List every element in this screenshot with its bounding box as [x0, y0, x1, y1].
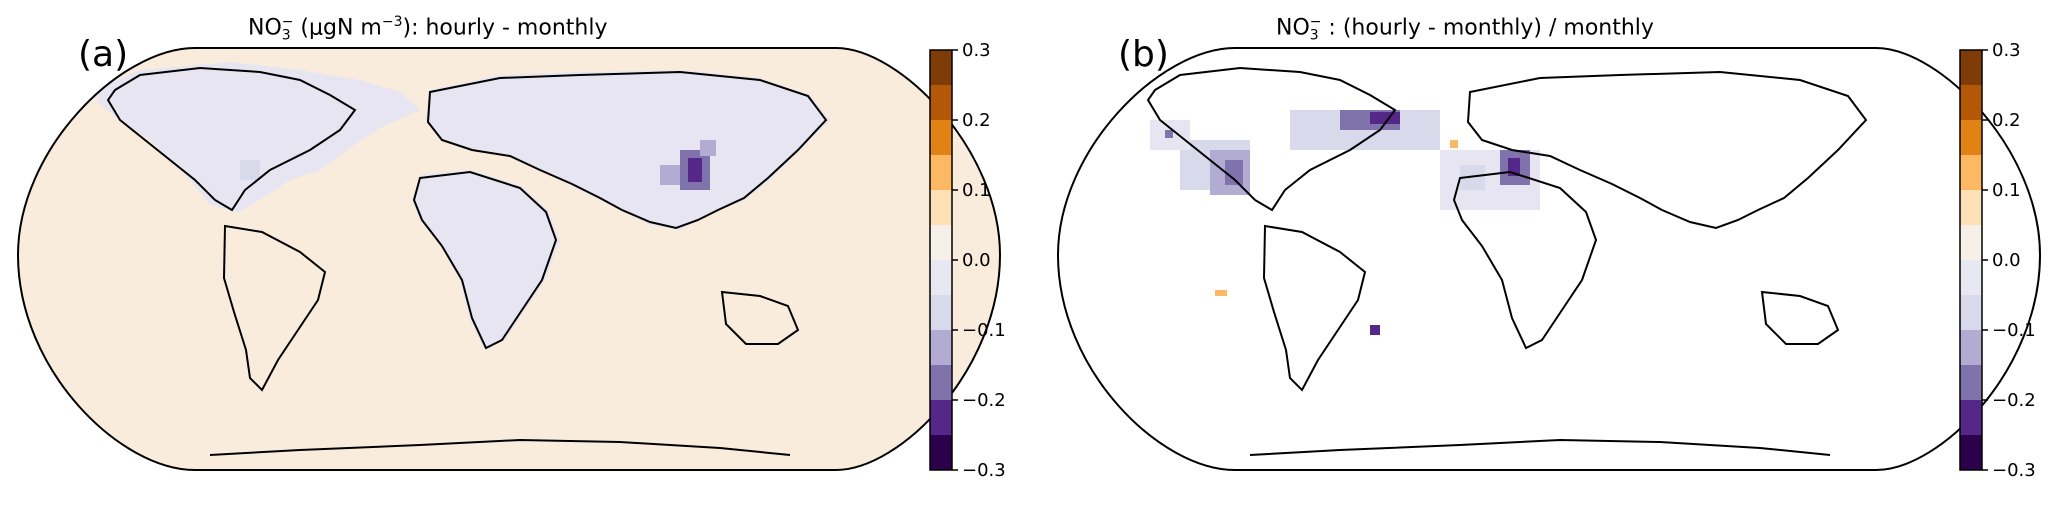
- panel-title: NO3− (μgN m−3): hourly - monthly: [248, 14, 608, 44]
- colorbar-segment: [930, 260, 952, 296]
- colorbar-segment: [930, 155, 952, 191]
- colorbar-tick-label: −0.2: [1992, 390, 2036, 411]
- colorbar-segment: [1960, 365, 1982, 401]
- colorbar-tick-label: −0.2: [962, 390, 1006, 411]
- colorbar-segment: [930, 295, 952, 331]
- colorbar-segment: [1960, 190, 1982, 226]
- colorbar-tick-label: 0.2: [1992, 110, 2021, 131]
- colorbar-segment: [1960, 295, 1982, 331]
- colorbar-segment: [930, 50, 952, 86]
- map-frame: [1056, 47, 2042, 471]
- panel-letter: (a): [78, 34, 129, 75]
- panel-a: (a) NO3− (μgN m−3): hourly - monthly: [0, 0, 1033, 507]
- panel-letter: (b): [1118, 34, 1169, 75]
- colorbar-tick-label: 0.2: [962, 110, 991, 131]
- colorbar-segment: [930, 120, 952, 156]
- colorbar-tick-label: 0.3: [962, 40, 991, 61]
- colorbar-tick-label: 0.1: [962, 180, 991, 201]
- colorbar-segment: [1960, 225, 1982, 261]
- coastlines-a: [106, 66, 828, 456]
- colorbar-segment: [930, 330, 952, 366]
- colorbar-segment: [1960, 120, 1982, 156]
- colorbar-tick-label: −0.3: [962, 460, 1006, 481]
- colorbar-segment: [930, 400, 952, 436]
- colorbar-segment: [1960, 400, 1982, 436]
- colorbar-tick-label: −0.1: [1992, 320, 2036, 341]
- colorbar-segment: [930, 85, 952, 121]
- colorbar-segment: [930, 435, 952, 471]
- map-b-svg: 0.3 0.2 0.1 0.0 −0.1 −0.2 −0.3: [1056, 40, 2042, 481]
- map-a-svg: 0.3 0.2 0.1 0.0 −0.1 −0.2 −0.3: [16, 40, 1006, 481]
- map-background: [1058, 48, 2040, 470]
- colorbar-segment: [1960, 85, 1982, 121]
- colorbar-segment: [1960, 330, 1982, 366]
- colorbar-segment: [1960, 260, 1982, 296]
- colorbar-segment: [1960, 50, 1982, 86]
- panel-b: (b) NO3− : (hourly - monthly) / monthly: [1040, 0, 2067, 507]
- colorbar-tick-label: −0.1: [962, 320, 1006, 341]
- colorbar-tick-label: 0.3: [1992, 40, 2021, 61]
- colorbar-segment: [930, 365, 952, 401]
- colorbar-b: 0.3 0.2 0.1 0.0 −0.1 −0.2 −0.3: [1959, 40, 2036, 481]
- colorbar-segment: [1960, 435, 1982, 471]
- colorbar-segment: [930, 190, 952, 226]
- map-frame: [16, 47, 1002, 471]
- colorbar-a: 0.3 0.2 0.1 0.0 −0.1 −0.2 −0.3: [929, 40, 1006, 481]
- colorbar-segment: [930, 225, 952, 261]
- colorbar-tick-label: 0.0: [962, 250, 991, 271]
- colorbar-segment: [1960, 155, 1982, 191]
- colorbar-tick-label: 0.1: [1992, 180, 2021, 201]
- colorbar-tick-label: 0.0: [1992, 250, 2021, 271]
- panel-title: NO3− : (hourly - monthly) / monthly: [1276, 14, 1654, 44]
- colorbar-tick-label: −0.3: [1992, 460, 2036, 481]
- coastlines-b: [1146, 66, 1868, 456]
